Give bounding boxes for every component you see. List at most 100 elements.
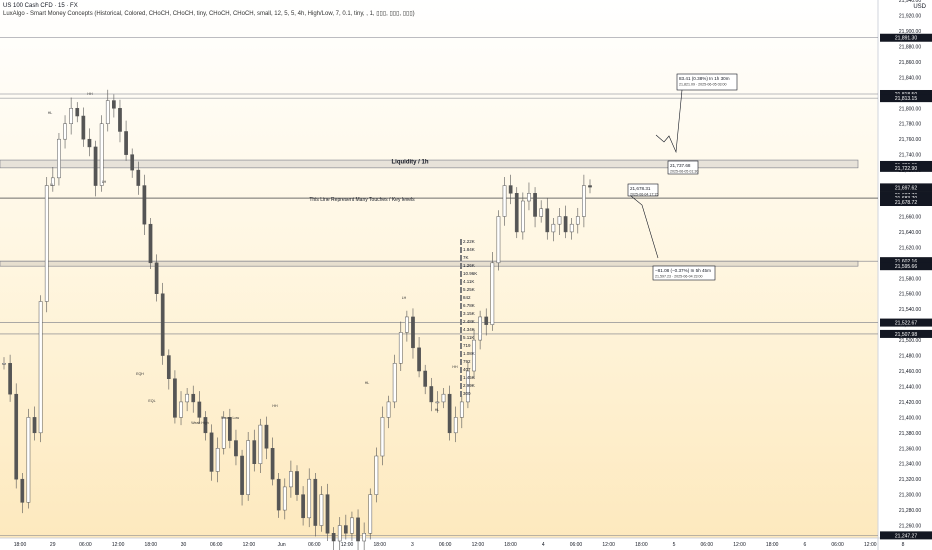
time-label: 06:00 [570, 542, 583, 548]
projection-sub-0: 21,821.09 · 2025-06-05 03:00 [679, 83, 727, 87]
candle-body [398, 332, 403, 364]
time-label: 6 [803, 542, 806, 548]
projection-arrow-down [630, 195, 659, 259]
time-label: 18:00 [145, 542, 158, 548]
volume-profile-label: 5.25K [463, 287, 475, 292]
price-badge-9 [880, 257, 932, 266]
candle-body [44, 185, 49, 302]
candle-body [368, 494, 373, 534]
price-tick-label: 21,840.00 [899, 75, 921, 81]
price-tick-label: 21,400.00 [899, 415, 921, 421]
volume-profile-label: 5.11K [463, 335, 474, 340]
price-badge-8 [880, 198, 932, 207]
candle-body [423, 370, 428, 387]
candle-body [228, 417, 232, 441]
time-label: 18:00 [766, 542, 779, 548]
projection-arrow-up [655, 89, 683, 154]
candle-body [447, 393, 452, 434]
candle-body [191, 393, 196, 403]
volume-profile-label: 2.48K [463, 319, 475, 324]
price-badge-label-12: 21,507.98 [895, 332, 917, 338]
price-tick-label: 21,640.00 [899, 230, 921, 236]
price-tick-label: 21,740.00 [899, 153, 921, 159]
volume-profile-bar [460, 271, 462, 277]
price-tick-label: 21,860.00 [899, 60, 921, 66]
candle-body [472, 339, 476, 372]
swing-label: HL [48, 111, 53, 115]
candle-body [136, 169, 141, 186]
time-label: 12:00 [733, 542, 746, 548]
candle-body [429, 386, 434, 403]
swing-label: LH [402, 296, 407, 300]
price-badge-label-5: 21,697.62 [895, 185, 917, 191]
swing-label: LL [50, 183, 54, 187]
volume-profile-bar [460, 319, 462, 325]
price-tick-label: 21,660.00 [899, 214, 921, 220]
time-label: 12:00 [602, 542, 615, 548]
candle-body [26, 417, 31, 503]
volume-profile-label: 407 [463, 367, 471, 372]
volume-profile-bar [460, 343, 462, 349]
candle-body [380, 417, 385, 457]
price-badge-10 [880, 262, 932, 271]
volume-profile-label: 792 [463, 359, 471, 364]
price-tick-label: 21,800.00 [899, 106, 921, 112]
swing-label: HH [87, 92, 93, 96]
candle-body [93, 146, 98, 186]
price-tick-label: 21,360.00 [899, 446, 921, 452]
candle-body [221, 417, 226, 449]
volume-profile-bar [460, 287, 462, 293]
volume-profile-bar [460, 375, 462, 381]
price-badge-1 [880, 89, 932, 98]
candle-body [185, 393, 189, 403]
time-label: 18:00 [14, 542, 27, 548]
candle-body [289, 471, 293, 488]
candle-body [307, 478, 312, 519]
volume-profile-label: 1.84K [463, 247, 475, 252]
price-tick-label: 21,920.00 [899, 14, 921, 20]
price-tick-label: 21,620.00 [899, 245, 921, 251]
candle-body [38, 301, 43, 434]
candle-body [209, 432, 214, 472]
candle-body [282, 486, 287, 511]
volume-profile-bar [460, 311, 462, 317]
candle-body [362, 533, 366, 542]
plot-background [0, 0, 878, 538]
candle-body [478, 316, 482, 341]
time-label: 30 [181, 542, 187, 548]
time-label: 06:00 [210, 542, 223, 548]
price-badge-label-9: 21,602.16 [895, 259, 917, 265]
price-tick-label: 21,300.00 [899, 493, 921, 499]
price-badge-0 [880, 33, 932, 42]
projection-box-1 [667, 160, 699, 175]
candle-body [514, 193, 519, 233]
volume-profile-label: 1.08K [463, 351, 475, 356]
time-label: 06:00 [439, 542, 452, 548]
candle-body [411, 316, 415, 349]
indicator-legend[interactable]: LuxAlgo - Smart Money Concepts (Historic… [3, 11, 415, 17]
price-tick-label: 21,480.00 [899, 354, 921, 360]
volume-profile-label: 10.96K [463, 271, 477, 276]
candle-body [502, 185, 507, 217]
price-tick-label: 21,760.00 [899, 137, 921, 143]
candle-body [405, 316, 409, 333]
time-label: 06:00 [701, 542, 714, 548]
volume-profile-bar [460, 351, 462, 357]
candle-body [319, 494, 324, 526]
projection-box-3 [652, 265, 716, 281]
candle-body [374, 455, 379, 495]
price-tick-label: 21,420.00 [899, 400, 921, 406]
candle-body [435, 401, 440, 404]
price-badge-11 [880, 318, 932, 327]
candle-body [392, 363, 397, 403]
candle-body [234, 440, 238, 457]
swing-label: HL [435, 408, 440, 412]
volume-profile-bar [460, 335, 462, 341]
swing-label: HH [272, 404, 278, 408]
time-label: 06:00 [831, 542, 844, 548]
price-tick-label: 21,580.00 [899, 276, 921, 282]
candle-body [2, 363, 6, 365]
candle-body [270, 448, 275, 480]
price-tick-label: 21,280.00 [899, 508, 921, 514]
